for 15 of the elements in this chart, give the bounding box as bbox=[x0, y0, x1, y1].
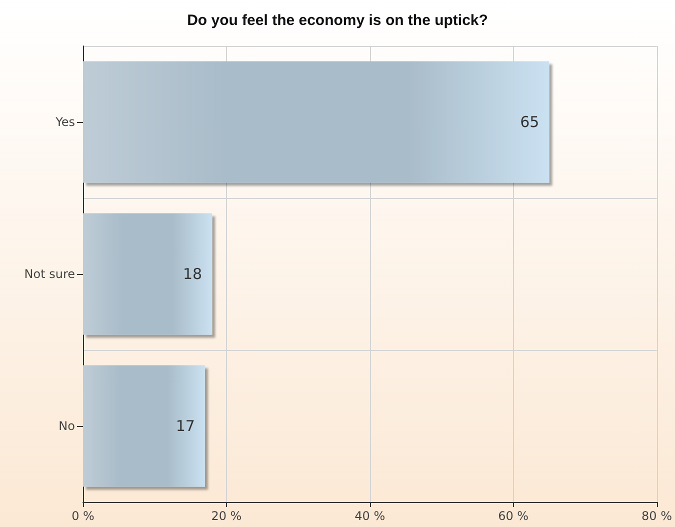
data-label: 18 bbox=[183, 265, 202, 283]
x-tick-label: 40 % bbox=[354, 509, 386, 523]
data-label: 17 bbox=[176, 417, 195, 435]
chart-title: Do you feel the economy is on the uptick? bbox=[187, 12, 488, 29]
x-tick-label: 20 % bbox=[211, 509, 242, 523]
bar bbox=[83, 213, 212, 335]
bar bbox=[83, 365, 205, 487]
y-tick-label: Yes bbox=[54, 115, 75, 129]
y-tick-label: Not sure bbox=[24, 267, 75, 281]
x-tick-label: 60 % bbox=[498, 509, 529, 523]
y-tick-label: No bbox=[58, 419, 75, 433]
bar bbox=[83, 61, 550, 183]
data-label: 65 bbox=[520, 113, 540, 131]
x-tick-label: 0 % bbox=[72, 509, 94, 523]
x-tick-label: 80 % bbox=[642, 509, 672, 523]
